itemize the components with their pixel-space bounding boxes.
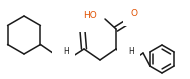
- Text: O: O: [78, 15, 86, 24]
- Text: N: N: [60, 56, 66, 64]
- Text: H: H: [63, 47, 69, 56]
- Text: O: O: [131, 9, 138, 18]
- Text: N: N: [125, 56, 131, 64]
- Text: H: H: [128, 47, 134, 56]
- Text: HO: HO: [83, 12, 97, 20]
